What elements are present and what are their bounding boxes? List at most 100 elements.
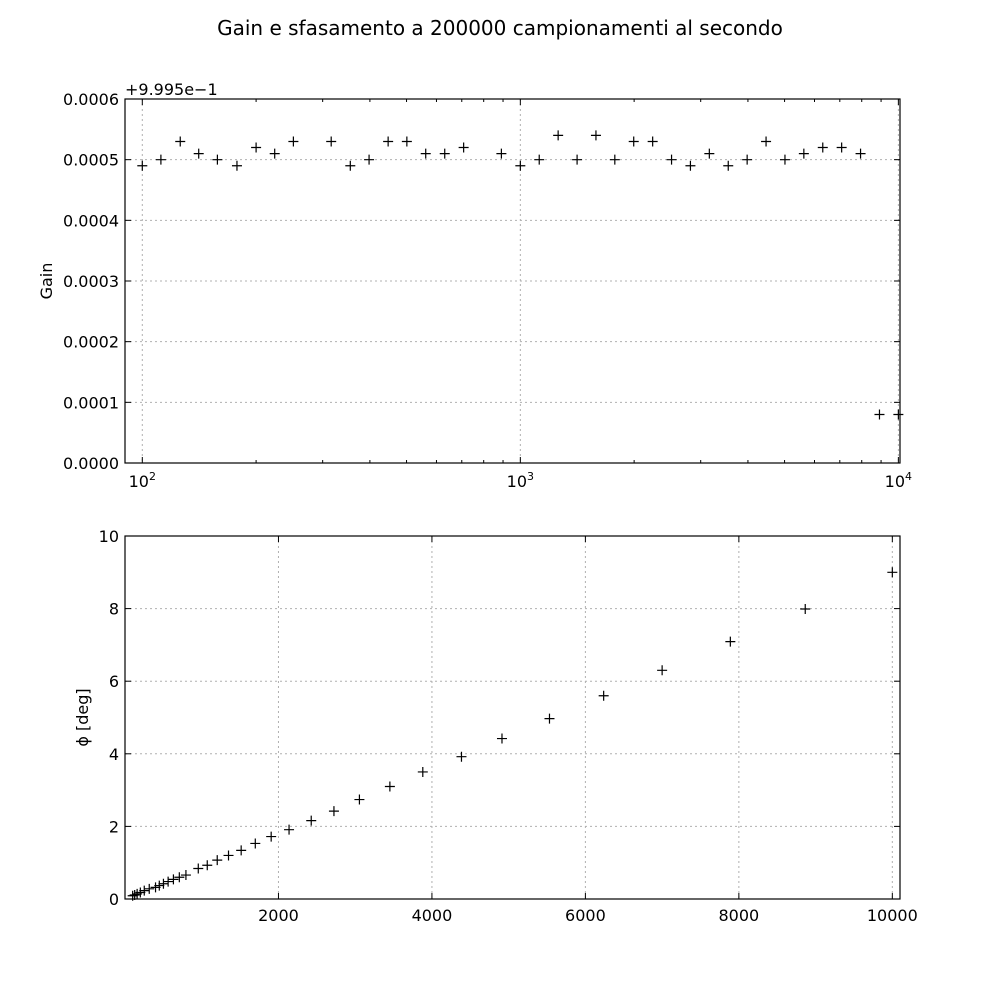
gain-data-point	[572, 154, 583, 165]
gain-data-point	[231, 160, 242, 171]
gain-data-point	[628, 136, 639, 147]
gain-data-point	[251, 142, 262, 153]
gain-y-tick-label: 0.0003	[63, 272, 119, 291]
gain-data-point	[458, 142, 469, 153]
gain-data-point	[326, 136, 337, 147]
phase-data-point	[127, 890, 138, 901]
phase-data-point	[657, 665, 668, 676]
phase-data-point	[223, 850, 234, 861]
gain-data-point	[175, 136, 186, 147]
gain-data-point	[515, 160, 526, 171]
phase-y-tick-label: 2	[109, 817, 119, 836]
phase-y-tick-label: 6	[109, 672, 119, 691]
gain-x-tick-label: 103	[507, 470, 534, 491]
phase-data-point	[163, 876, 174, 887]
gain-data-point	[704, 148, 715, 159]
gain-data-point	[288, 136, 299, 147]
phase-data-point	[180, 870, 191, 881]
gain-data-point	[439, 148, 450, 159]
gain-data-point	[553, 130, 564, 141]
gain-data-point	[155, 154, 166, 165]
phase-data-point	[236, 845, 247, 856]
gain-axes-frame	[124, 98, 901, 464]
gain-data-point	[798, 148, 809, 159]
phase-data-point	[384, 781, 395, 792]
gain-y-tick-label: 0.0001	[63, 393, 119, 412]
phase-data-point	[266, 831, 277, 842]
gain-data-point	[855, 148, 866, 159]
phase-x-tick-label: 2000	[258, 906, 299, 925]
gain-data-point	[723, 160, 734, 171]
phase-data-point	[417, 766, 428, 777]
gain-data-point	[401, 136, 412, 147]
gain-data-point	[590, 130, 601, 141]
gain-x-tick-label: 104	[885, 470, 912, 491]
phase-data-point	[456, 751, 467, 762]
phase-data-point	[154, 880, 165, 891]
gain-y-tick-label: 0.0006	[63, 90, 119, 109]
phase-y-tick-label: 4	[109, 745, 119, 764]
phase-data-point	[144, 883, 155, 894]
phase-data-point	[284, 824, 295, 835]
phase-x-tick-label: 10000	[867, 906, 918, 925]
gain-data-point	[742, 154, 753, 165]
gain-data-point	[609, 154, 620, 165]
gain-y-tick-label: 0.0004	[63, 211, 119, 230]
phase-data-point	[800, 603, 811, 614]
phase-data-point	[598, 690, 609, 701]
gain-data-point	[269, 148, 280, 159]
gain-data-point	[836, 142, 847, 153]
gain-data-point	[779, 154, 790, 165]
gain-data-point	[137, 160, 148, 171]
phase-data-point	[193, 863, 204, 874]
phase-y-tick-label: 10	[99, 527, 119, 546]
gain-data-point	[666, 154, 677, 165]
gain-data-point	[193, 148, 204, 159]
figure-title: Gain e sfasamento a 200000 campionamenti…	[217, 16, 783, 40]
phase-data-point	[129, 890, 140, 901]
gain-data-point	[383, 136, 394, 147]
phase-data-point	[212, 855, 223, 866]
phase-data-point	[174, 872, 185, 883]
gain-plot: 0.0000 0.0001 0.0002 0.0003 0.0004 0.0005 0.00…	[37, 80, 912, 491]
gain-data-point	[212, 154, 223, 165]
phase-data-point	[139, 885, 150, 896]
gain-data-point	[761, 136, 772, 147]
gain-data-point	[420, 148, 431, 159]
phase-data-point	[158, 878, 169, 889]
gain-data-point	[893, 409, 904, 420]
gain-y-axis-label: Gain	[37, 263, 56, 300]
phase-axes-frame	[124, 535, 901, 900]
gain-data-point	[874, 409, 885, 420]
phase-x-tick-label: 4000	[412, 906, 453, 925]
phase-data-point	[168, 874, 179, 885]
gain-x-tick-label: 102	[129, 470, 156, 491]
phase-data-point	[328, 806, 339, 817]
gain-y-tick-label: 0.0000	[63, 454, 119, 473]
gain-offset-label: +9.995e−1	[125, 80, 218, 99]
phase-data-point	[496, 733, 507, 744]
gain-data-point	[647, 136, 658, 147]
gain-y-tick-label: 0.0002	[63, 333, 119, 352]
phase-data-point	[544, 713, 555, 724]
phase-data-point	[887, 567, 898, 578]
phase-plot: 0 2 4 6 8 10 2000 4000 6000 8000 10000 ϕ [deg]	[73, 527, 918, 925]
gain-data-point	[496, 148, 507, 159]
gain-data-point	[345, 160, 356, 171]
phase-y-axis-label: ϕ [deg]	[73, 688, 92, 746]
phase-data-point	[250, 838, 261, 849]
phase-data-point	[725, 636, 736, 647]
gain-data-point	[534, 154, 545, 165]
gain-data-point	[685, 160, 696, 171]
gain-data-point	[364, 154, 375, 165]
phase-y-tick-label: 8	[109, 600, 119, 619]
gain-data-point	[817, 142, 828, 153]
phase-y-tick-label: 0	[109, 890, 119, 909]
gain-y-tick-label: 0.0005	[63, 151, 119, 170]
phase-data-point	[306, 815, 317, 826]
phase-data-point	[202, 860, 213, 871]
phase-data-point	[354, 794, 365, 805]
phase-x-tick-label: 8000	[719, 906, 760, 925]
phase-x-tick-label: 6000	[565, 906, 606, 925]
